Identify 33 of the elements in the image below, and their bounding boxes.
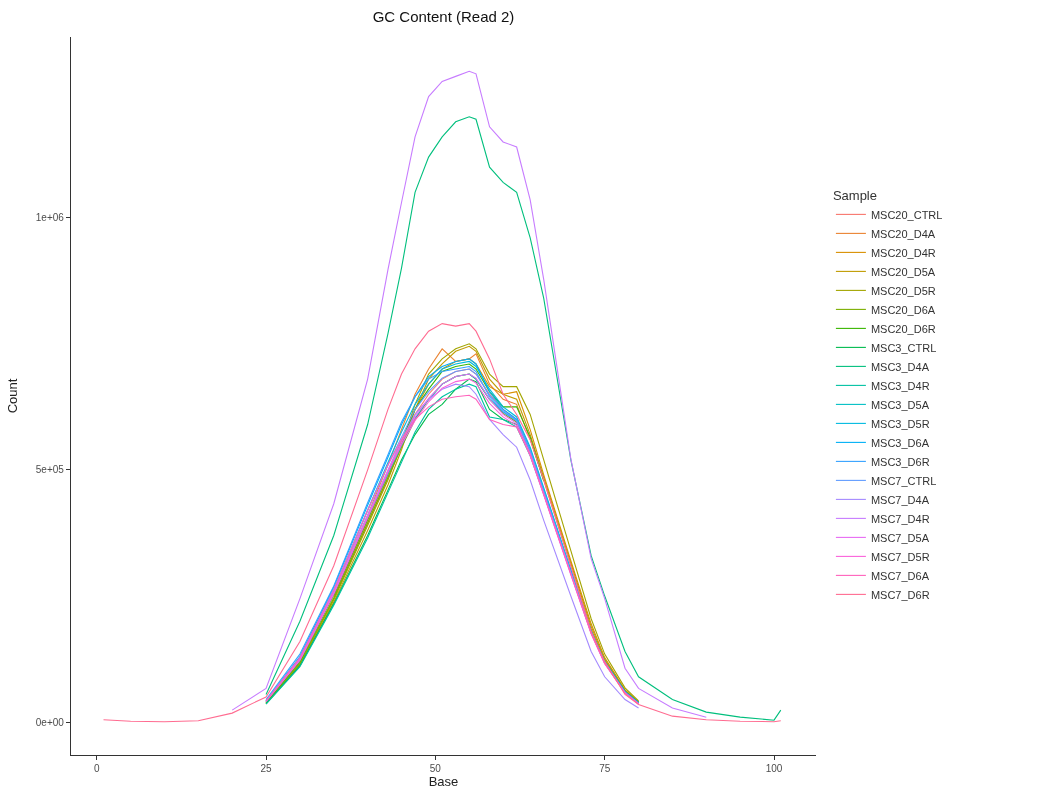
legend-label: MSC3_D5A bbox=[870, 398, 930, 411]
legend-label: MSC7_D4R bbox=[870, 512, 930, 525]
legend-label: MSC20_D6A bbox=[870, 303, 936, 316]
x-tick-label: 75 bbox=[599, 763, 611, 775]
y-tick-label: 1e+06 bbox=[35, 212, 65, 224]
chart-title: GC Content (Read 2) bbox=[372, 8, 515, 26]
legend-label: MSC3_D5R bbox=[870, 417, 930, 430]
y-tick-label: 0e+00 bbox=[35, 716, 65, 728]
legend-label: MSC7_CTRL bbox=[870, 474, 937, 487]
x-tick-label: 25 bbox=[260, 763, 273, 775]
legend-label: MSC7_D5R bbox=[870, 550, 930, 563]
legend-label: MSC20_D4A bbox=[870, 227, 936, 240]
legend-label: MSC7_D6A bbox=[870, 569, 930, 582]
legend-label: MSC20_D4R bbox=[870, 246, 936, 259]
x-tick-label: 100 bbox=[765, 763, 783, 775]
legend-label: MSC3_D4R bbox=[870, 379, 930, 392]
legend-label: MSC20_D6R bbox=[870, 322, 936, 335]
legend-label: MSC7_D4A bbox=[870, 493, 930, 506]
legend-label: MSC20_CTRL bbox=[870, 208, 943, 221]
legend-label: MSC7_D6R bbox=[870, 588, 930, 601]
legend-label: MSC3_D6A bbox=[870, 436, 930, 449]
y-axis-title: Count bbox=[4, 378, 20, 414]
legend-label: MSC3_CTRL bbox=[870, 341, 937, 354]
legend-label: MSC7_D5A bbox=[870, 531, 930, 544]
x-tick-label: 0 bbox=[93, 763, 100, 775]
legend-label: MSC3_D6R bbox=[870, 455, 930, 468]
x-tick-label: 50 bbox=[429, 763, 442, 775]
legend-label: MSC20_D5R bbox=[870, 284, 936, 297]
y-tick-label: 5e+05 bbox=[35, 464, 65, 476]
x-axis-title: Base bbox=[428, 774, 459, 790]
legend-title: Sample bbox=[832, 187, 877, 203]
legend-label: MSC20_D5A bbox=[870, 265, 936, 278]
legend-label: MSC3_D4A bbox=[870, 360, 930, 373]
